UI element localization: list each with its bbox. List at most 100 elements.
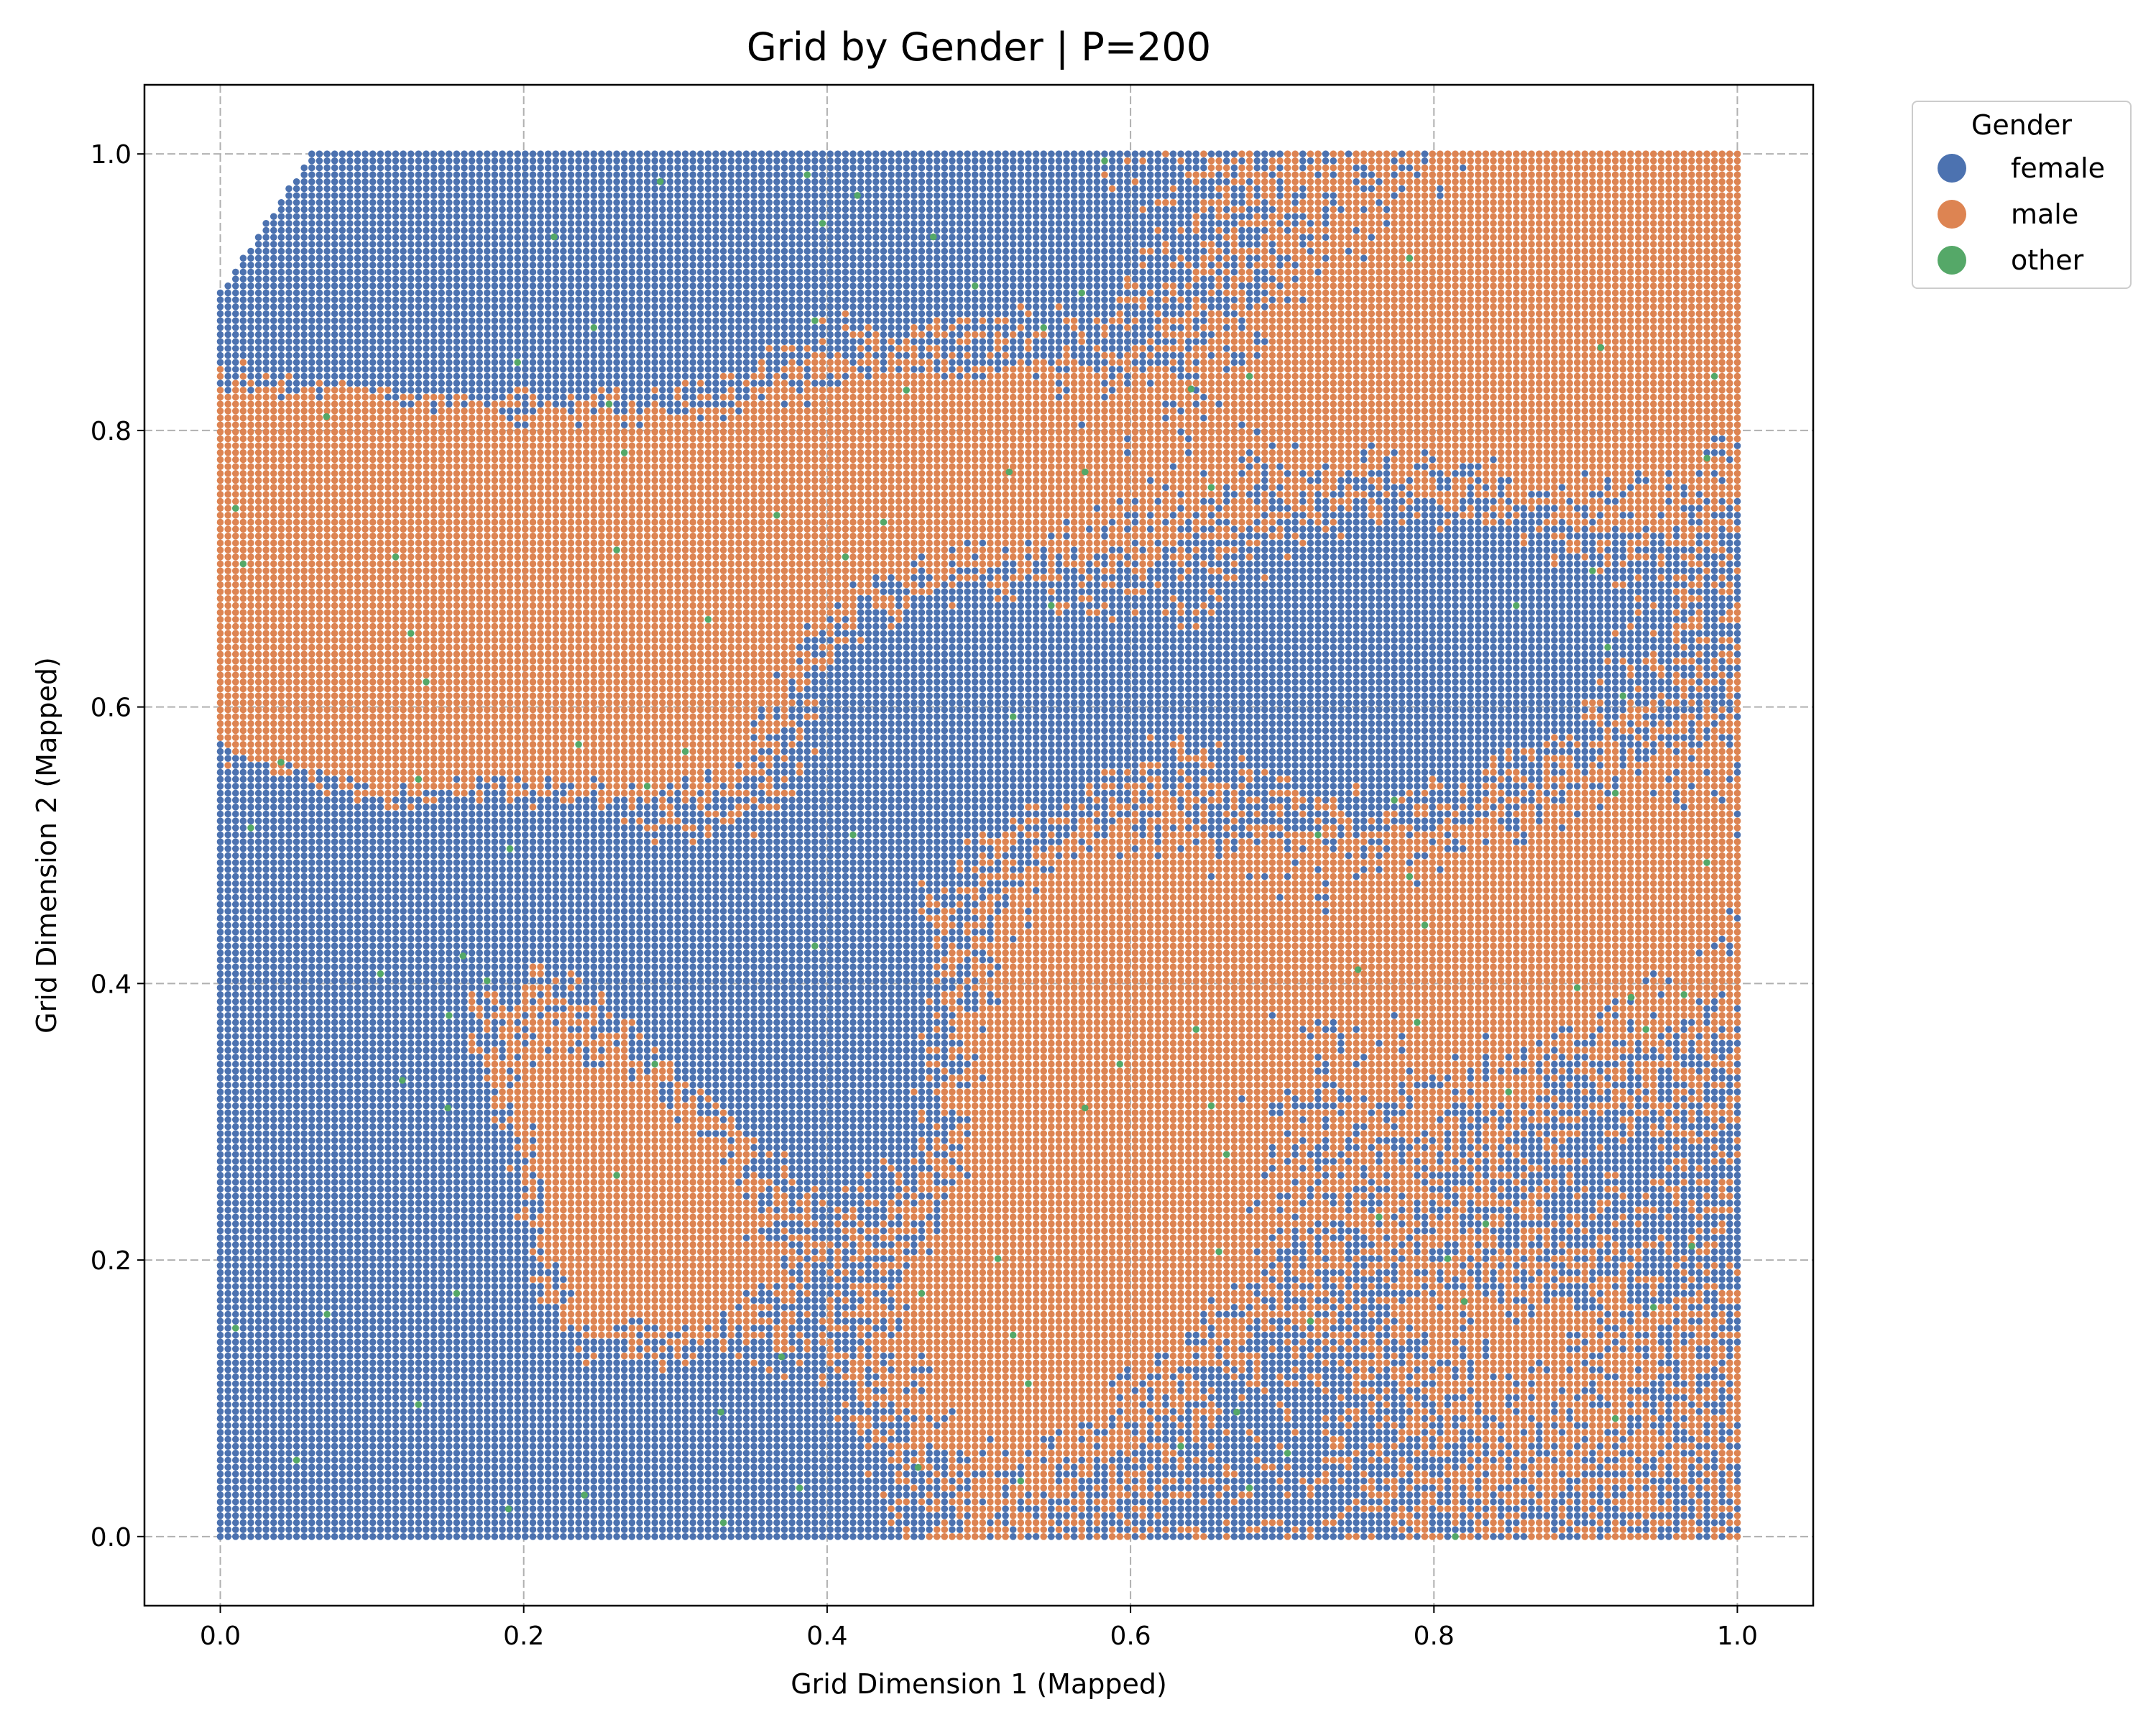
grid-point <box>346 484 354 491</box>
grid-point <box>377 1075 384 1082</box>
grid-point <box>232 380 239 387</box>
grid-point <box>270 810 277 818</box>
grid-point <box>224 921 232 929</box>
grid-point <box>331 234 338 242</box>
grid-point <box>232 1046 239 1054</box>
grid-point <box>323 588 331 595</box>
grid-point <box>346 497 354 505</box>
grid-point <box>308 1346 315 1353</box>
grid-point <box>239 400 247 408</box>
grid-point <box>232 956 239 964</box>
grid-point <box>338 852 346 860</box>
grid-point <box>361 1401 369 1408</box>
grid-point <box>361 1206 369 1214</box>
grid-point <box>254 428 262 436</box>
grid-point <box>277 1206 285 1214</box>
grid-point <box>400 220 407 227</box>
grid-point <box>300 901 308 908</box>
grid-point <box>277 1158 285 1165</box>
grid-point <box>323 1130 331 1137</box>
grid-point <box>346 1477 354 1485</box>
grid-point <box>323 1137 331 1144</box>
grid-point <box>277 1262 285 1269</box>
grid-point <box>239 935 247 943</box>
grid-point <box>377 1387 384 1394</box>
grid-point <box>300 1109 308 1116</box>
grid-point <box>216 1526 224 1533</box>
grid-point <box>377 1144 384 1151</box>
grid-point <box>377 1498 384 1506</box>
grid-point <box>392 380 400 387</box>
grid-point <box>262 616 270 623</box>
grid-point <box>308 609 315 616</box>
grid-point <box>392 1026 400 1033</box>
grid-point <box>216 637 224 644</box>
grid-point <box>277 574 285 581</box>
grid-point <box>300 893 308 901</box>
grid-point <box>292 783 300 790</box>
grid-point <box>285 859 292 866</box>
grid-point <box>232 1164 239 1172</box>
grid-point <box>354 1310 361 1318</box>
grid-point <box>247 1526 254 1533</box>
grid-point <box>308 776 315 783</box>
grid-point <box>308 1255 315 1262</box>
grid-point <box>331 630 338 637</box>
grid-point <box>323 234 331 242</box>
grid-point <box>331 157 338 165</box>
grid-point <box>338 1331 346 1339</box>
grid-point <box>384 1429 392 1436</box>
grid-point <box>292 1310 300 1318</box>
grid-point <box>270 783 277 790</box>
grid-point <box>315 518 323 526</box>
grid-point <box>262 324 270 331</box>
grid-point <box>354 678 361 686</box>
grid-point <box>354 372 361 380</box>
grid-point <box>292 1151 300 1158</box>
grid-point <box>361 692 369 699</box>
grid-point <box>361 1269 369 1276</box>
grid-point <box>354 1227 361 1235</box>
grid-point <box>300 1213 308 1220</box>
grid-point <box>254 602 262 610</box>
grid-point <box>338 1359 346 1366</box>
grid-point <box>247 1359 254 1366</box>
grid-point <box>277 658 285 665</box>
grid-point <box>270 1387 277 1394</box>
grid-point <box>346 602 354 610</box>
grid-point <box>224 727 232 735</box>
grid-point <box>254 789 262 797</box>
grid-point <box>331 1346 338 1353</box>
grid-point <box>331 1526 338 1533</box>
grid-point <box>254 963 262 970</box>
grid-point <box>270 1477 277 1485</box>
grid-point <box>239 880 247 887</box>
grid-point <box>224 1137 232 1144</box>
grid-point <box>292 1269 300 1276</box>
grid-point <box>239 1179 247 1186</box>
grid-point <box>308 435 315 443</box>
grid-point <box>346 1095 354 1103</box>
grid-point <box>369 157 377 165</box>
grid-point <box>377 1109 384 1116</box>
grid-point <box>400 213 407 221</box>
grid-point <box>292 449 300 456</box>
grid-point <box>232 1414 239 1422</box>
grid-point <box>254 1241 262 1248</box>
grid-point <box>354 1297 361 1304</box>
grid-point <box>254 1450 262 1457</box>
grid-point <box>224 893 232 901</box>
grid-point <box>346 1179 354 1186</box>
grid-point <box>331 164 338 172</box>
grid-point <box>285 206 292 213</box>
grid-point <box>262 1241 270 1248</box>
grid-point <box>224 1283 232 1290</box>
grid-point <box>346 1033 354 1040</box>
grid-point <box>247 497 254 505</box>
grid-point <box>232 1137 239 1144</box>
grid-point <box>377 1033 384 1040</box>
grid-point <box>254 734 262 741</box>
grid-point <box>292 741 300 748</box>
grid-point <box>346 1471 354 1478</box>
grid-point <box>239 727 247 735</box>
